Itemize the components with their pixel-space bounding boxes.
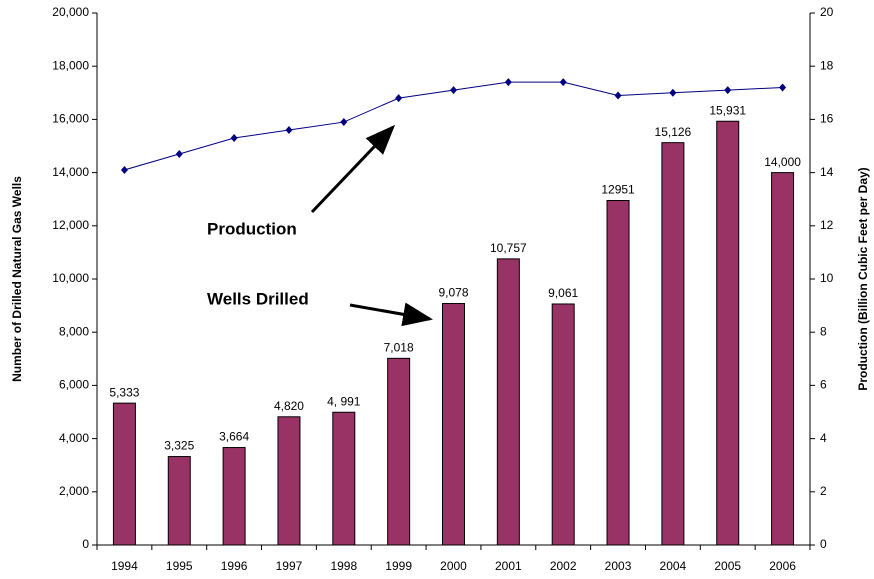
marker: [450, 86, 457, 95]
x-tick-label: 2001: [495, 559, 522, 573]
y2-tick-label: 2: [820, 484, 827, 498]
value-label: 15,931: [709, 103, 746, 117]
y-tick-label: 18,000: [52, 58, 89, 72]
marker: [779, 83, 787, 92]
marker: [724, 86, 732, 95]
value-label: 7,018: [384, 340, 414, 354]
y-tick-label: 14,000: [52, 165, 89, 179]
y-tick-label: 6,000: [59, 378, 89, 392]
bar: [771, 172, 795, 546]
arrow: [349, 302, 433, 327]
y-tick-label: 16,000: [52, 112, 89, 126]
y2-tick-label: 12: [820, 218, 834, 232]
x-tick-label: 2003: [605, 559, 632, 573]
x-tick-label: 2002: [550, 559, 577, 573]
y2-tick-label: 8: [820, 324, 827, 338]
y2-tick-label: 10: [820, 271, 834, 285]
bar: [112, 402, 136, 546]
marker: [285, 126, 293, 135]
arrow: [310, 124, 396, 214]
y2-tick-label: 6: [820, 378, 827, 392]
bar: [167, 456, 191, 546]
y2-tick-label: 4: [820, 431, 827, 445]
y2-tick-label: 20: [820, 5, 834, 19]
y-axis-label: Number of Drilled Natural Gas Wells: [10, 176, 24, 382]
marker: [120, 165, 128, 174]
value-label: 15,126: [655, 125, 692, 139]
bar: [442, 303, 465, 546]
y-tick-label: 12,000: [52, 218, 89, 232]
bar: [606, 200, 630, 546]
marker: [175, 149, 183, 158]
x-tick-label: 1999: [385, 559, 412, 573]
value-label: 4, 991: [327, 394, 361, 408]
y2-tick-label: 0: [820, 537, 827, 551]
y-tick-label: 10,000: [52, 271, 89, 285]
x-tick-label: 1995: [166, 559, 193, 573]
value-label: 3,325: [164, 439, 194, 453]
value-label: 5,333: [109, 385, 139, 399]
bar: [277, 416, 301, 546]
y2-tick-label: 16: [820, 112, 834, 126]
y-tick-label: 4,000: [59, 431, 89, 445]
bar: [551, 303, 575, 546]
value-label: 14,000: [764, 155, 801, 169]
marker: [340, 118, 348, 127]
marker: [559, 78, 567, 87]
x-tick-label: 1997: [276, 559, 303, 573]
x-tick-label: 2004: [660, 559, 687, 573]
y-tick-label: 0: [82, 537, 89, 551]
y2-axis-label: Production (Billion Cubic Feet per Day): [856, 167, 870, 390]
value-label: 9,078: [438, 286, 468, 300]
annotation: Production: [207, 219, 297, 238]
x-tick-label: 2005: [714, 559, 741, 573]
y-tick-label: 8,000: [59, 324, 89, 338]
y2-tick-label: 18: [820, 58, 834, 72]
y2-tick-label: 14: [820, 165, 834, 179]
bar: [387, 357, 411, 546]
value-label: 9,061: [548, 286, 578, 300]
x-tick-label: 1998: [330, 559, 357, 573]
bar: [661, 142, 685, 546]
value-label: 12951: [601, 183, 635, 197]
annotation: Wells Drilled: [207, 289, 309, 308]
marker: [395, 94, 403, 103]
value-label: 3,664: [219, 430, 249, 444]
y-tick-label: 2,000: [59, 484, 89, 498]
marker: [669, 88, 677, 97]
marker: [504, 78, 512, 87]
bar: [496, 258, 520, 546]
value-label: 10,757: [490, 241, 527, 255]
marker: [230, 134, 238, 143]
marker: [614, 91, 622, 100]
y-tick-label: 20,000: [52, 5, 89, 19]
bar: [332, 411, 356, 546]
x-tick-label: 2000: [440, 559, 467, 573]
x-tick-label: 1996: [221, 559, 248, 573]
x-tick-label: 1994: [111, 559, 138, 573]
value-label: 4,820: [274, 399, 304, 413]
bar: [222, 447, 246, 546]
x-tick-label: 2006: [769, 559, 796, 573]
bar: [716, 120, 740, 546]
